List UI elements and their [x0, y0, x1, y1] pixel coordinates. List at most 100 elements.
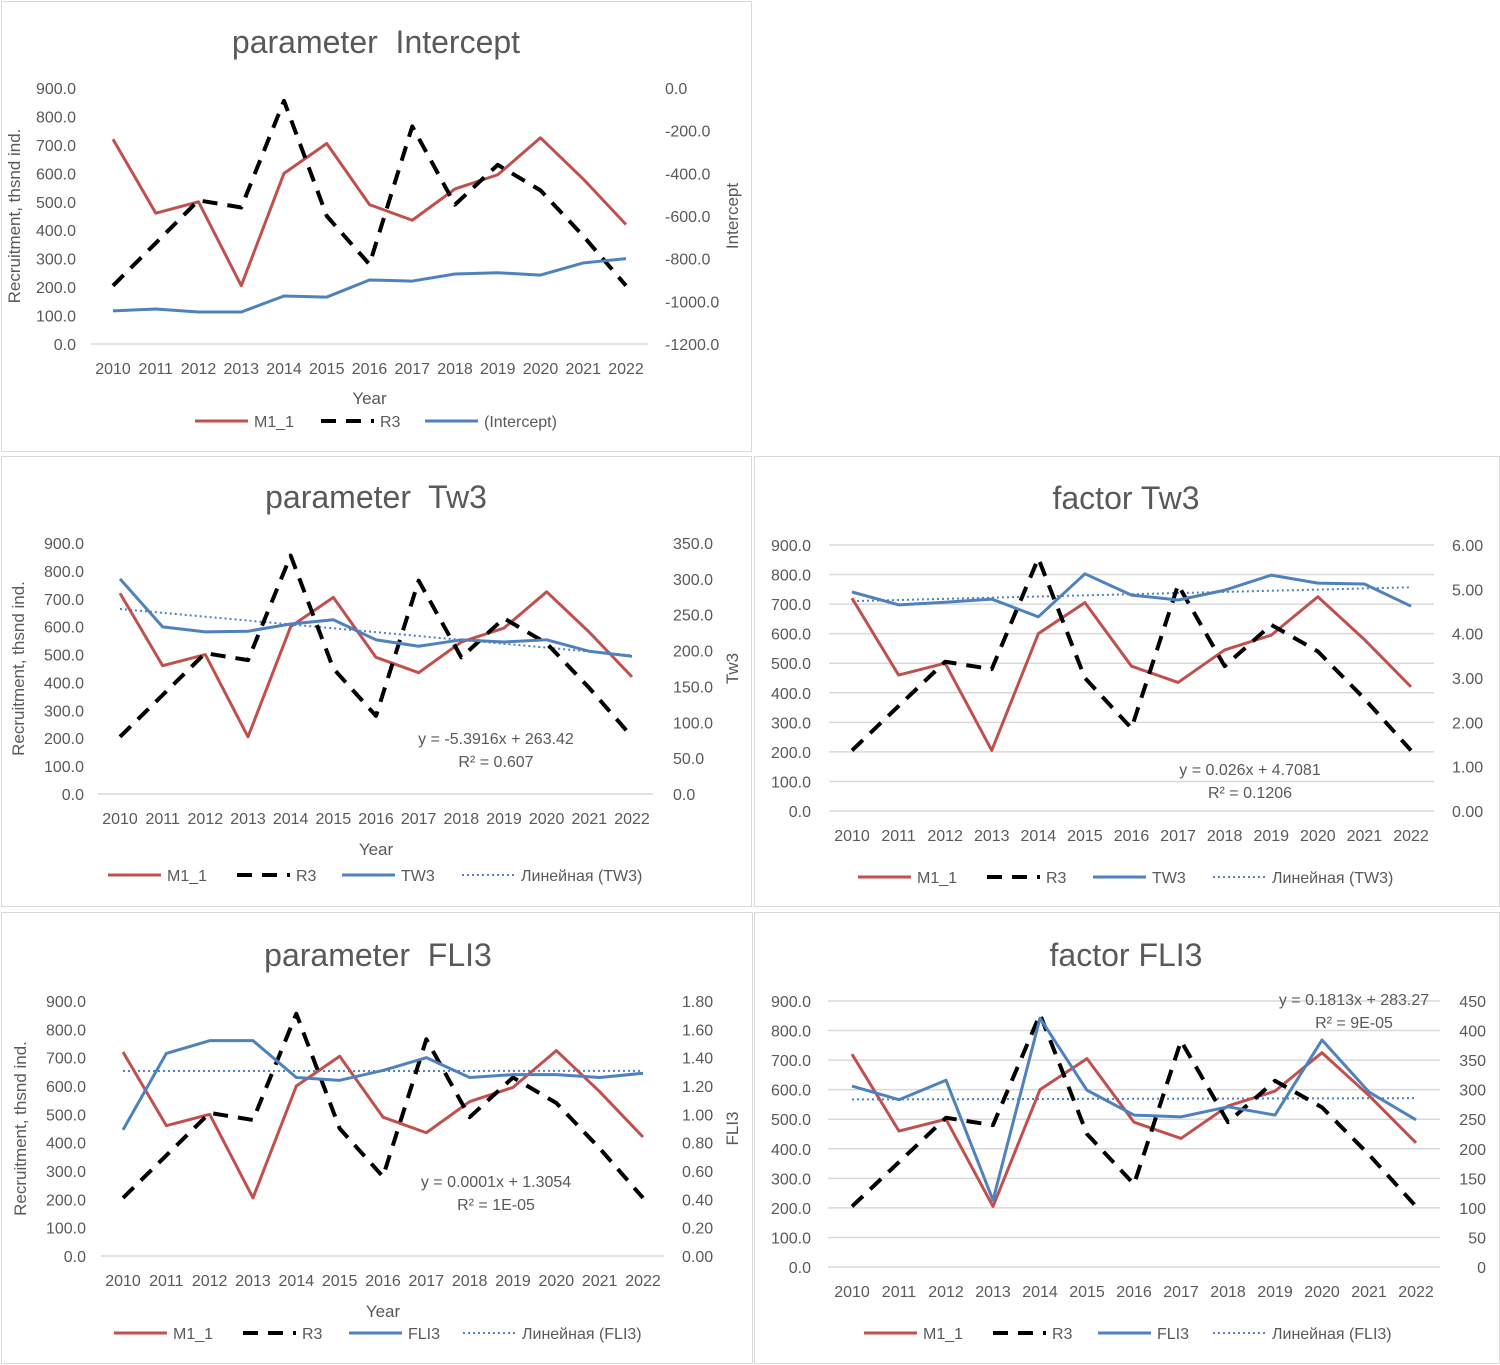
x-tick-label: 2019 — [486, 811, 522, 828]
x-tick-label: 2013 — [223, 361, 259, 378]
y-tick-label: 800.0 — [44, 564, 84, 581]
y-tick-label: 600.0 — [771, 1083, 811, 1100]
y-tick-label: 900.0 — [36, 81, 76, 98]
y-tick-label: 600.0 — [46, 1079, 86, 1096]
y-tick-label: 300.0 — [36, 252, 76, 269]
y-tick-label: 400.0 — [44, 675, 84, 692]
y-right-tick-label: -1200.0 — [665, 337, 719, 354]
y-right-tick-label: 350.0 — [673, 536, 713, 553]
series-line-m1-1 — [850, 1051, 1418, 1208]
y-tick-label: 500.0 — [771, 656, 811, 673]
trendline-r2: R² = 0.1206 — [1208, 785, 1292, 802]
legend-item: Линейная (TW3) — [462, 868, 642, 885]
x-tick-label: 2017 — [394, 361, 430, 378]
y-tick-label: 300.0 — [44, 703, 84, 720]
y-right-tick-label: 50 — [1468, 1230, 1486, 1247]
x-tick-label: 2010 — [834, 1284, 870, 1301]
x-tick-label: 2019 — [480, 361, 516, 378]
series-line--intercept- — [112, 257, 627, 314]
trendline-equation: y = 0.026x + 4.7081 — [1179, 762, 1321, 779]
x-tick-label: 2017 — [409, 1273, 445, 1290]
y-tick-label: 200.0 — [44, 731, 84, 748]
y-tick-label: 0.0 — [64, 1249, 86, 1266]
x-axis-label: Year — [352, 389, 387, 408]
x-tick-label: 2012 — [928, 1284, 964, 1301]
y-tick-label: 700.0 — [44, 592, 84, 609]
legend-item: R3 — [321, 414, 401, 431]
y-right-tick-label: 450 — [1459, 994, 1486, 1011]
legend-item: R3 — [993, 1326, 1073, 1343]
y-tick-label: 700.0 — [36, 138, 76, 155]
x-tick-label: 2014 — [279, 1273, 315, 1290]
legend-item: M1_1 — [864, 1326, 963, 1343]
trendline — [119, 607, 633, 657]
x-tick-label: 2014 — [1021, 828, 1057, 845]
y-tick-label: 400.0 — [771, 1142, 811, 1159]
y-tick-label: 500.0 — [44, 648, 84, 665]
y-tick-label: 300.0 — [771, 1171, 811, 1188]
x-tick-label: 2019 — [495, 1273, 531, 1290]
x-tick-label: 2016 — [1114, 828, 1150, 845]
y-right-tick-label: 5.00 — [1452, 582, 1483, 599]
y-right-tick-label: 250 — [1459, 1112, 1486, 1129]
y-tick-label: 0.0 — [62, 787, 84, 804]
x-tick-label: 2022 — [1398, 1284, 1434, 1301]
series-line-m1-1 — [118, 590, 634, 739]
y-tick-label: 200.0 — [771, 1201, 811, 1218]
y-tick-label: 200.0 — [771, 745, 811, 762]
x-tick-label: 2012 — [188, 811, 224, 828]
y-right-tick-label: -200.0 — [665, 124, 710, 141]
legend-label: Линейная (FLI3) — [522, 1326, 642, 1343]
series-line-tw3 — [851, 572, 1412, 619]
legend-label: Линейная (FLI3) — [1272, 1326, 1392, 1343]
y-tick-label: 0.0 — [789, 804, 811, 821]
x-tick-label: 2016 — [358, 811, 394, 828]
y-tick-label: 300.0 — [771, 715, 811, 732]
x-tick-label: 2015 — [322, 1273, 358, 1290]
y-right-tick-label: 1.00 — [1452, 760, 1483, 777]
legend-label: M1_1 — [917, 870, 957, 887]
x-tick-label: 2013 — [975, 1284, 1011, 1301]
legend-label: M1_1 — [167, 868, 207, 885]
x-tick-label: 2022 — [614, 811, 650, 828]
legend-label: R3 — [1052, 1326, 1073, 1343]
x-tick-label: 2018 — [437, 361, 473, 378]
x-tick-label: 2017 — [1163, 1284, 1199, 1301]
y-right-tick-label: -600.0 — [665, 209, 710, 226]
x-tick-label: 2020 — [529, 811, 565, 828]
x-tick-label: 2022 — [608, 361, 644, 378]
chart-panel-factor-tw3 — [754, 456, 1500, 907]
y-right-tick-label: 300 — [1459, 1083, 1486, 1100]
y-right-tick-label: 200 — [1459, 1142, 1486, 1159]
x-tick-label: 2014 — [273, 811, 309, 828]
legend-item: FLI3 — [1098, 1326, 1189, 1343]
y-tick-label: 400.0 — [36, 223, 76, 240]
trendline-r2: R² = 1E-05 — [457, 1197, 535, 1214]
chart-0: parameter Intercept 0.0 100.0 200.0 300.0 400… — [5, 24, 742, 431]
x-tick-label: 2020 — [1304, 1284, 1340, 1301]
y-tick-label: 100.0 — [44, 759, 84, 776]
legend-label: TW3 — [401, 868, 435, 885]
y-right-tick-label: 50.0 — [673, 751, 704, 768]
y-right-axis-label: FLI3 — [723, 1111, 742, 1145]
legend-label: Линейная (TW3) — [521, 868, 642, 885]
legend-label: M1_1 — [173, 1326, 213, 1343]
chart-1: parameter Tw3 0.0 100.0 200.0 300.0 400.0 500.… — [9, 479, 742, 885]
legend-label: R3 — [302, 1326, 323, 1343]
y-tick-label: 100.0 — [771, 1230, 811, 1247]
trendline-r2: R² = 0.607 — [458, 754, 533, 771]
y-tick-label: 800.0 — [771, 1024, 811, 1041]
chart-title: parameter Tw3 — [265, 479, 487, 515]
legend-item: M1_1 — [195, 414, 294, 431]
y-tick-label: 300.0 — [46, 1164, 86, 1181]
legend-item: (Intercept) — [425, 414, 557, 431]
series-line-m1-1 — [111, 136, 628, 288]
y-tick-label: 600.0 — [36, 166, 76, 183]
trendline — [851, 586, 1412, 603]
x-tick-label: 2013 — [974, 828, 1010, 845]
y-tick-label: 900.0 — [46, 994, 86, 1011]
chart-3: parameter FLI3 0.0 100.0 200.0 300.0 400.0 500… — [11, 937, 742, 1343]
y-tick-label: 400.0 — [771, 686, 811, 703]
legend-item: R3 — [237, 868, 317, 885]
